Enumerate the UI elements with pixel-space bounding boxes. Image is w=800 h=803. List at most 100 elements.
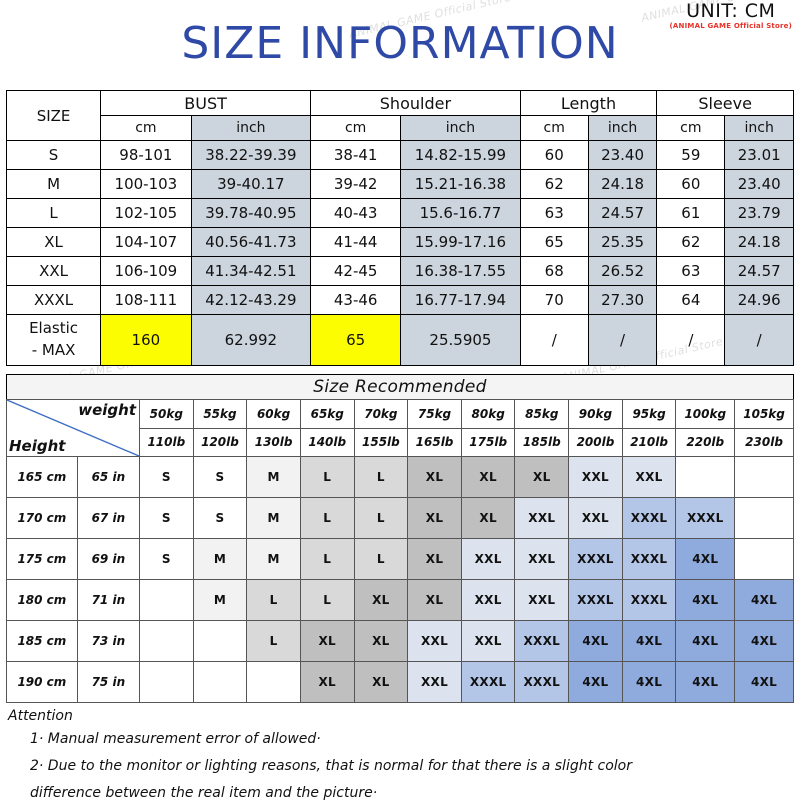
recommended-size-cell: XXL [514,497,570,539]
recommended-size-cell: 4XL [734,620,794,662]
weight-kg-header-cell: 105kg [734,399,794,429]
recommended-size-cell [734,538,794,580]
height-in-cell: 67 in [76,497,141,539]
attention-line-2: 2· Due to the monitor or lighting reason… [30,757,633,774]
measurement-cell: 62 [656,227,726,257]
recommended-size-cell: 4XL [675,620,736,662]
weight-lb-header-cell: 185lb [514,427,570,457]
recommended-size-cell [192,620,248,662]
recommended-size-cell: XL [353,620,409,662]
recommended-size-cell [675,456,736,498]
measurement-cell: 39-40.17 [190,169,312,199]
height-axis-label: Height [9,437,66,455]
unit-store-label: (ANIMAL GAME Official Store) [669,22,792,30]
size-name-cell: XXL [5,256,102,286]
recommended-size-cell: XXL [407,661,462,703]
recommended-size-cell: 4XL [734,579,794,621]
elastic-max-row: Elastic - MAX 160 62.992 65 25.5905// / / [5,314,794,366]
elastic-max-highlight-cell: 65 [310,314,402,366]
measurement-cell: 25.35 [587,227,658,257]
recommended-size-cell: XXL [460,538,516,580]
unit-header-inch: inch [587,115,658,141]
measurement-cell: 60 [519,140,589,170]
weight-kg-header-cell: 95kg [621,399,677,429]
size-table-row: XL 104-107 40.56-41.73 41-44 15.99-17.16 65 25… [5,227,794,257]
height-cm-cell: 165 cm [6,456,78,498]
size-table-row: XXL 106-109 41.34-42.51 42-45 16.38-17.55 68 2… [5,256,794,286]
measurement-cell: 24.18 [724,227,794,257]
unit-header-inch: inch [400,115,521,141]
size-table-row: S 98-101 38.22-39.39 38-41 14.82-15.99 60 23.4… [5,140,794,170]
size-name-cell: XXXL [5,285,102,315]
recommended-size-cell [734,456,794,498]
measurement-cell: 23.01 [724,140,794,170]
recommended-size-cell: L [299,456,355,498]
unit-header-inch: inch [190,115,312,141]
measurement-cell: 27.30 [587,285,658,315]
measurement-group-header: Sleeve [656,90,794,116]
measurement-cell: 70 [519,285,589,315]
recommended-size-cell: XL [299,620,355,662]
recommend-row: 165 cm 65 in S S M L L XL XL XL XXL XXL [6,456,794,498]
measurement-cell: 39-42 [310,169,402,199]
height-cm-cell: 190 cm [6,661,78,703]
recommended-size-cell [139,620,194,662]
recommended-size-cell: XL [353,661,409,703]
measurement-cell: 98-101 [100,140,192,170]
measurement-cell: 60 [656,169,726,199]
recommended-size-cell: XXL [514,579,570,621]
measurement-cell: 16.77-17.94 [400,285,521,315]
height-in-cell: 69 in [76,538,141,580]
height-in-cell: 75 in [76,661,141,703]
recommend-row: 170 cm 67 in S S M L L XL XL XXL XXL XXXL XXXL [6,497,794,539]
recommended-size-cell [246,661,301,703]
measurement-cell: 16.38-17.55 [400,256,521,286]
recommended-size-cell: XL [407,456,462,498]
elastic-max-label: Elastic - MAX [5,314,102,366]
measurement-cell: 61 [656,198,726,228]
recommended-size-cell: 4XL [675,538,736,580]
recommended-size-cell: 4XL [568,620,623,662]
measurement-cell: 63 [519,198,589,228]
measurement-cell: 41.34-42.51 [190,256,312,286]
elastic-max-cell: / [587,314,658,366]
weight-kg-header-cell: 50kg [139,399,194,429]
measurement-cell: 24.57 [724,256,794,286]
weight-lb-header-cell: 155lb [353,427,409,457]
weight-kg-header-cell: 75kg [407,399,462,429]
recommended-size-cell: S [139,538,194,580]
height-cm-cell: 180 cm [6,579,78,621]
attention-line-1: 1· Manual measurement error of allowed· [30,731,321,747]
unit-header-inch: inch [724,115,794,141]
height-in-cell: 65 in [76,456,141,498]
diagonal-divider-icon [7,400,139,456]
weight-lb-header-cell: 200lb [568,427,623,457]
size-name-cell: L [5,198,102,228]
measurement-cell: 59 [656,140,726,170]
recommended-size-cell: XXXL [460,661,516,703]
recommend-title: Size Recommended [6,374,794,400]
weight-lb-header-cell: 210lb [621,427,677,457]
recommended-size-cell: S [139,497,194,539]
recommended-size-cell [192,661,248,703]
weight-kg-header-cell: 80kg [460,399,516,429]
size-name-cell: S [5,140,102,170]
weight-lb-header-cell: 230lb [734,427,794,457]
recommend-row: 190 cm 75 in XL XL XXL XXXL XXXL 4XL 4XL 4XL 4XL [6,661,794,703]
weight-lb-header-cell: 130lb [246,427,301,457]
measurement-group-header: Shoulder [310,90,521,116]
recommended-size-cell: M [192,538,248,580]
recommended-size-cell: L [353,456,409,498]
weight-kg-header-cell: 70kg [353,399,409,429]
recommended-size-cell: M [246,497,301,539]
elastic-max-cell: / [656,314,726,366]
measurement-cell: 38.22-39.39 [190,140,312,170]
height-weight-corner-cell: weight Height [6,399,140,457]
unit-header-cm: cm [519,115,589,141]
recommend-row: 175 cm 69 in S M M L L XL XXL XXL XXXL XXXL 4XL [6,538,794,580]
measurement-cell: 62 [519,169,589,199]
recommended-size-cell: XXL [514,538,570,580]
measurement-cell: 40-43 [310,198,402,228]
recommended-size-cell: XXL [568,456,623,498]
recommended-size-cell: XXL [621,456,677,498]
